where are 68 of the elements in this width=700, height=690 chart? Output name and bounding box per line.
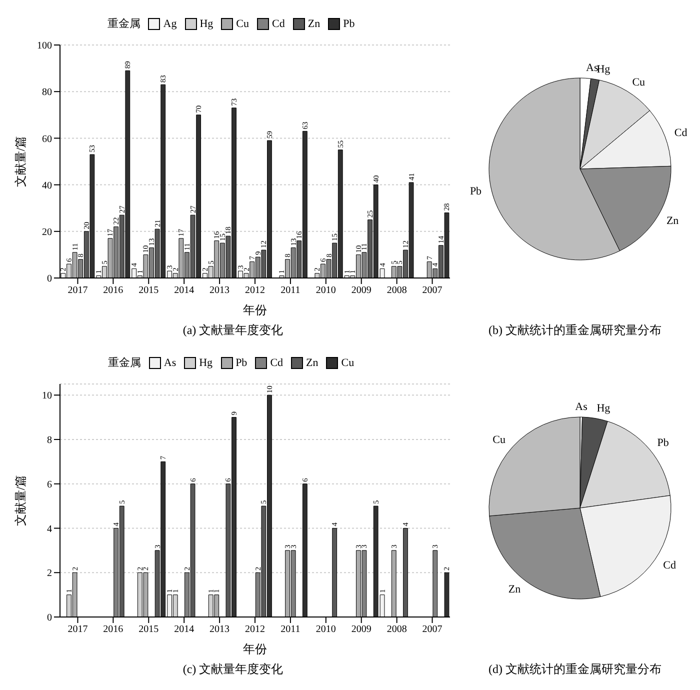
y-tick-label: 10 (42, 390, 52, 402)
legend-label: Ag (162, 18, 177, 30)
text: (d) 文献统计的重金属研究量分布 (488, 661, 662, 678)
text: (b) 文献统计的重金属研究量分布 (488, 322, 662, 339)
x-tick-label: 2016 (103, 624, 124, 636)
y-tick-label: 8 (47, 435, 52, 446)
x-tick-label: 2009 (351, 285, 372, 296)
x-tick-label: 2008 (386, 624, 407, 636)
legend-label: Hg (198, 18, 214, 30)
y-tick-label: 6 (47, 479, 52, 490)
x-tick-label: 2011 (280, 285, 300, 296)
y-tick-label: 0 (47, 274, 52, 285)
legend-label: Pb (342, 18, 355, 30)
legend-label: Hg (198, 356, 213, 368)
x-tick-label: 2010 (316, 285, 336, 296)
x-axis-title: 年份 (243, 303, 267, 317)
legend-label: Cd (269, 356, 284, 368)
legend-title: 重金属 (107, 17, 140, 31)
x-tick-label: 2014 (174, 624, 194, 636)
text: (c) 文献量年度变化 (182, 661, 284, 678)
x-tick-label: 2012 (245, 624, 265, 636)
legend-label: Cu (235, 18, 250, 30)
slice-label: Hg (596, 63, 611, 76)
y-axis-title: 文献量/篇 (13, 474, 28, 526)
y-tick-label: 60 (42, 134, 52, 145)
x-tick-label: 2010 (316, 624, 336, 636)
legend-label: As (162, 356, 176, 368)
x-tick-label: 2015 (138, 624, 159, 636)
legend-label: Pb (234, 356, 248, 368)
slice-label: Cu (632, 76, 646, 89)
slice-label: As (586, 62, 598, 74)
x-tick-label: 2016 (103, 285, 124, 296)
legend-label: Zn (306, 18, 320, 30)
y-tick-label: 40 (42, 180, 52, 192)
legend-label: Cd (271, 18, 285, 30)
x-tick-label: 2013 (210, 285, 230, 296)
x-tick-label: 2015 (138, 285, 159, 296)
slice-label: Cd (663, 559, 677, 572)
y-tick-label: 100 (37, 40, 52, 52)
legend-title: 重金属 (108, 356, 141, 370)
legend-label: Zn (305, 356, 318, 368)
slice-label: Pb (657, 436, 670, 449)
x-tick-label: 2017 (68, 624, 88, 636)
x-tick-label: 2009 (351, 624, 372, 636)
slice-label: Hg (596, 402, 611, 414)
y-tick-label: 2 (47, 568, 52, 580)
y-tick-label: 20 (42, 226, 52, 238)
x-tick-label: 2008 (386, 285, 407, 296)
legend-label: Cu (340, 356, 354, 368)
slice-label: Cu (492, 434, 506, 446)
slice-label: Pb (470, 186, 482, 198)
x-axis-title: 年份 (243, 642, 267, 656)
y-axis-title: 文献量/篇 (13, 136, 28, 188)
y-tick-label: 4 (47, 524, 52, 535)
y-tick-label: 80 (42, 87, 52, 98)
slice-label: As (575, 401, 588, 414)
x-tick-label: 2013 (210, 624, 230, 636)
y-tick-label: 0 (47, 612, 52, 624)
x-tick-label: 2011 (280, 624, 300, 636)
x-tick-label: 2017 (68, 285, 88, 296)
slice-label: Cd (674, 127, 688, 139)
slice-label: Zn (508, 584, 522, 596)
x-tick-label: 2007 (422, 624, 442, 636)
x-tick-label: 2014 (174, 285, 194, 296)
text: (a) 文献量年度变化 (182, 322, 284, 339)
x-tick-label: 2012 (245, 285, 265, 296)
slice-label: Zn (666, 215, 680, 228)
x-tick-label: 2007 (422, 285, 442, 296)
